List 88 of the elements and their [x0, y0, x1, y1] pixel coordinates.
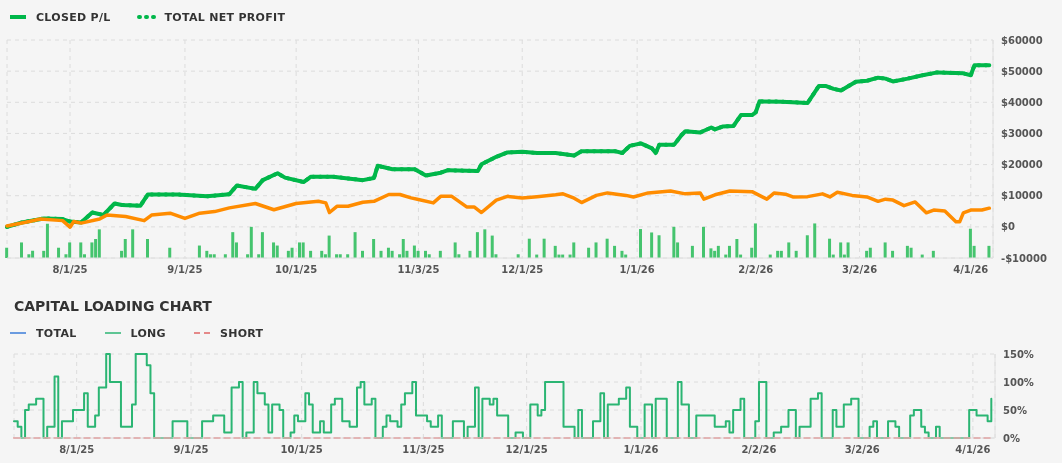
- bar: [968, 228, 972, 258]
- bar: [231, 232, 235, 258]
- x-tick-label: 10/1/25: [275, 264, 318, 276]
- x-tick-label: 11/3/25: [397, 264, 440, 276]
- bar: [839, 242, 843, 258]
- bar: [813, 223, 817, 258]
- bar: [297, 242, 301, 258]
- y-tick-label: $10000: [1001, 190, 1043, 202]
- x-tick-label: 2/2/26: [738, 264, 774, 276]
- y-tick-label: 150%: [1003, 348, 1034, 360]
- bar: [475, 232, 479, 258]
- x-tick-label: 2/2/26: [741, 444, 777, 456]
- bar: [372, 239, 376, 258]
- y-tick-label: -$10000: [1001, 252, 1047, 264]
- y-tick-label: $50000: [1001, 65, 1043, 77]
- x-tick-label: 11/3/25: [402, 444, 445, 456]
- legend-label: TOTAL NET PROFIT: [164, 10, 286, 24]
- y-tick-label: $30000: [1001, 127, 1043, 139]
- bar: [753, 223, 757, 258]
- line-series: [5, 189, 992, 229]
- bar: [727, 245, 731, 258]
- bar: [805, 235, 809, 258]
- bar: [846, 242, 850, 258]
- legend-label: LONG: [130, 326, 166, 340]
- bar: [572, 242, 576, 258]
- bar: [702, 226, 706, 258]
- bar: [709, 248, 713, 258]
- x-tick-label: 4/1/26: [955, 444, 991, 456]
- y-tick-label: 0%: [1003, 432, 1020, 444]
- bar: [735, 239, 739, 258]
- y-tick-label: 100%: [1003, 376, 1034, 388]
- bar: [353, 232, 357, 258]
- bar: [716, 245, 720, 258]
- x-tick-label: 1/1/26: [623, 444, 659, 456]
- x-tick-label: 1/1/26: [619, 264, 655, 276]
- y-tick-label: $40000: [1001, 96, 1043, 108]
- bar: [5, 247, 9, 258]
- x-tick-label: 8/1/25: [59, 444, 95, 456]
- bar: [828, 238, 832, 258]
- bar: [19, 242, 23, 258]
- y-tick-label: $0: [1001, 221, 1015, 233]
- bar: [97, 229, 101, 258]
- bar: [123, 239, 127, 258]
- bar: [249, 226, 253, 258]
- bar: [987, 245, 991, 258]
- x-tick-label: 10/1/25: [280, 444, 323, 456]
- bar: [639, 229, 642, 258]
- x-tick-label: 3/2/26: [841, 264, 878, 276]
- x-tick-label: 3/2/26: [844, 444, 880, 456]
- bar: [613, 245, 617, 258]
- bar: [260, 232, 264, 258]
- bar: [131, 229, 135, 258]
- x-tick-label: 8/1/25: [52, 264, 88, 276]
- chart-title: CAPITAL LOADING CHART: [13, 297, 213, 316]
- x-tick-label: 12/1/25: [501, 264, 544, 276]
- bar: [45, 223, 49, 258]
- bar: [883, 242, 887, 258]
- legend-label: CLOSED P/L: [36, 10, 111, 24]
- x-tick-label: 9/1/25: [167, 264, 203, 276]
- bar: [301, 242, 305, 258]
- bar: [542, 238, 546, 258]
- bar: [483, 229, 487, 258]
- y-tick-label: $60000: [1001, 34, 1043, 46]
- y-tick-label: 50%: [1003, 404, 1027, 416]
- x-tick-label: 12/1/25: [505, 444, 548, 456]
- x-tick-label: 4/1/26: [953, 264, 989, 276]
- bar: [68, 242, 72, 258]
- bar: [690, 245, 694, 258]
- bar: [650, 232, 654, 258]
- y-tick-label: $20000: [1001, 159, 1043, 171]
- bar: [787, 242, 791, 258]
- bar: [527, 238, 531, 258]
- bar: [79, 242, 83, 258]
- bar: [453, 242, 457, 258]
- bar: [905, 245, 909, 258]
- x-tick-label: 9/1/25: [173, 444, 209, 456]
- bar: [146, 239, 149, 258]
- bar: [553, 245, 557, 258]
- bar: [490, 235, 494, 258]
- bar: [327, 235, 331, 258]
- bar: [594, 242, 598, 258]
- bar: [90, 242, 94, 258]
- bar: [672, 226, 676, 258]
- bar: [401, 239, 405, 258]
- legend-label: TOTAL: [36, 326, 77, 340]
- bar: [657, 235, 661, 258]
- legend-label: SHORT: [219, 326, 264, 340]
- bar: [605, 238, 609, 258]
